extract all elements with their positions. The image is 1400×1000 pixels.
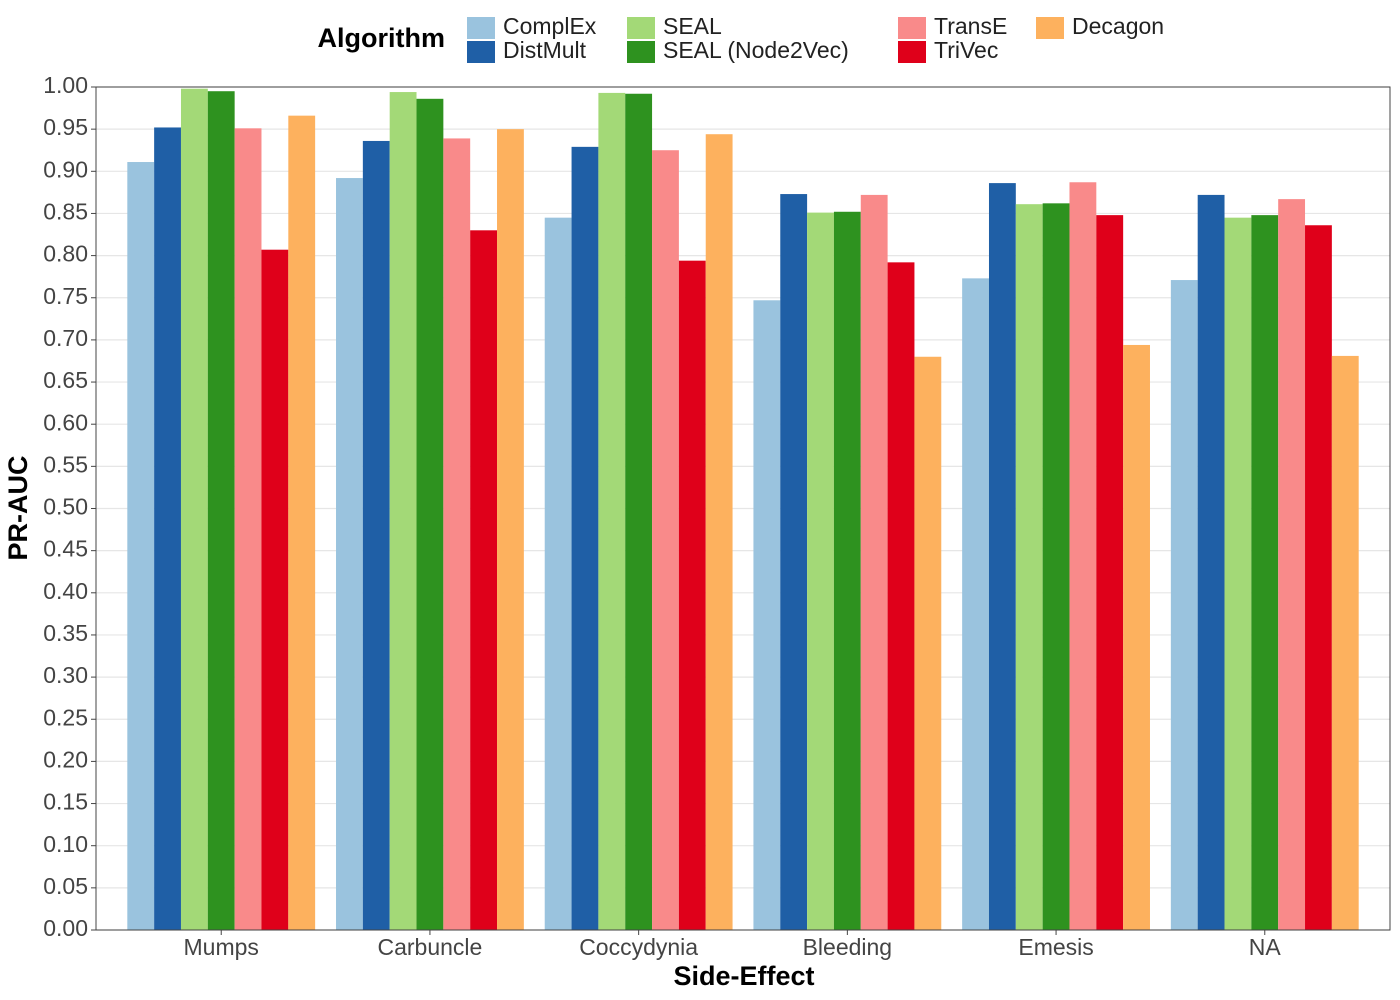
y-tick-label: 0.60 [43, 409, 88, 435]
legend-label: TriVec [934, 37, 998, 63]
y-tick-label: 0.45 [43, 536, 88, 562]
x-tick-label: Coccydynia [579, 934, 698, 960]
bar [988, 183, 1016, 931]
y-tick-label: 0.85 [43, 199, 88, 225]
y-tick-label: 0.05 [43, 873, 88, 899]
bar [443, 138, 471, 931]
y-tick-label: 0.50 [43, 494, 88, 520]
legend-label: DistMult [503, 37, 587, 63]
bar [154, 127, 181, 931]
legend-swatch [898, 41, 926, 63]
y-tick-label: 0.90 [43, 156, 88, 182]
legend-label: SEAL (Node2Vec) [663, 37, 849, 63]
x-tick-label: NA [1249, 934, 1282, 960]
bar [625, 93, 653, 930]
legend-swatch [1036, 17, 1064, 39]
bar [362, 140, 390, 930]
y-tick-label: 0.00 [43, 915, 88, 941]
y-tick-label: 0.95 [43, 114, 88, 140]
x-axis-title: Side-Effect [673, 961, 814, 991]
y-tick-label: 0.10 [43, 831, 88, 857]
y-tick-label: 0.25 [43, 704, 88, 730]
y-tick-label: 0.65 [43, 367, 88, 393]
legend-label: ComplEx [503, 13, 597, 39]
bar [705, 134, 733, 930]
bar [807, 212, 834, 930]
y-tick-label: 0.75 [43, 283, 88, 309]
bar [753, 300, 781, 930]
bar [207, 91, 235, 931]
legend-title: Algorithm [318, 23, 446, 53]
bar [780, 194, 808, 930]
legend-label: SEAL [663, 13, 722, 39]
bar [234, 128, 262, 930]
bar [497, 129, 524, 930]
bar [962, 278, 989, 931]
y-tick-label: 0.30 [43, 662, 88, 688]
bar [544, 217, 572, 931]
legend-swatch [627, 17, 655, 39]
bar [860, 194, 888, 931]
legend-swatch [898, 17, 926, 39]
bar [571, 146, 599, 930]
bar [470, 230, 498, 930]
legend-label: Decagon [1072, 13, 1164, 39]
x-tick-label: Bleeding [803, 934, 893, 960]
bar [416, 98, 444, 930]
bar [914, 356, 942, 930]
y-tick-label: 0.20 [43, 746, 88, 772]
bar [678, 260, 706, 931]
x-tick-label: Mumps [184, 934, 259, 960]
x-tick-label: Carbuncle [378, 934, 483, 960]
y-tick-label: 0.80 [43, 241, 88, 267]
bar [1042, 203, 1070, 931]
y-tick-label: 0.70 [43, 325, 88, 351]
y-tick-label: 0.35 [43, 620, 88, 646]
legend-swatch [467, 17, 495, 39]
bar [389, 92, 417, 931]
y-tick-label: 0.40 [43, 578, 88, 604]
bar [833, 211, 861, 930]
bar [1069, 182, 1097, 930]
bar [887, 262, 915, 930]
bar [1197, 194, 1225, 931]
bar [127, 162, 155, 931]
bar [1331, 355, 1359, 930]
bar [180, 88, 208, 931]
y-tick-label: 0.15 [43, 789, 88, 815]
bar [1123, 344, 1150, 930]
bar [1096, 215, 1124, 931]
bar [1251, 215, 1279, 931]
legend-swatch [467, 41, 495, 63]
legend-swatch [627, 41, 655, 63]
bar [1224, 217, 1252, 931]
bar [336, 178, 363, 930]
y-axis-title: PR-AUC [3, 456, 33, 561]
plot-border [95, 86, 1391, 931]
x-tick-label: Emesis [1018, 934, 1093, 960]
bar [261, 249, 289, 931]
bar [1015, 204, 1043, 930]
bar [1170, 280, 1198, 930]
y-tick-label: 1.00 [43, 72, 88, 98]
bar [598, 92, 626, 930]
bar [1305, 225, 1332, 930]
bar [652, 150, 679, 931]
bar [1278, 199, 1306, 930]
legend-label: TransE [934, 13, 1007, 39]
bar [288, 115, 316, 931]
y-tick-label: 0.55 [43, 451, 88, 477]
